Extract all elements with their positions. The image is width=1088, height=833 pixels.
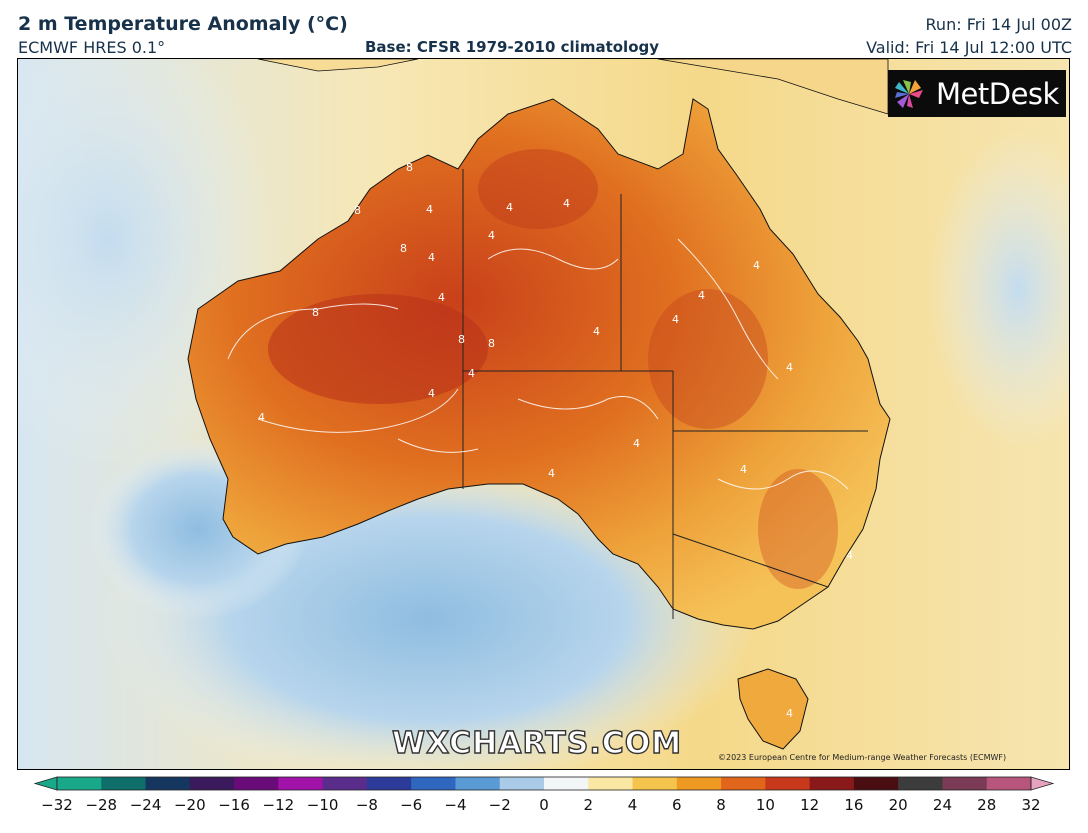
australia-landmass xyxy=(187,98,891,630)
contour-label: 4 xyxy=(428,251,435,264)
hot-core-north xyxy=(478,149,598,229)
colorbar-tick-label: −12 xyxy=(262,796,295,814)
contour-label: 4 xyxy=(438,291,445,304)
colorbar-tick-label: −4 xyxy=(444,796,467,814)
colorbar-tick-label: −32 xyxy=(41,796,73,814)
contour-label: 4 xyxy=(753,259,760,272)
contour-label: 4 xyxy=(846,549,853,562)
colorbar-segment xyxy=(499,777,545,790)
colorbar-tick-label: −8 xyxy=(355,796,378,814)
colorbar-tick-label: 2 xyxy=(583,796,594,814)
colorbar-tick-label: 12 xyxy=(800,796,820,814)
colorbar-tick-label: −24 xyxy=(129,796,162,814)
colorbar-outline xyxy=(56,776,1032,791)
colorbar-segment xyxy=(721,777,766,790)
contour-label: 8 xyxy=(488,337,495,350)
colorbar-tick-label: −10 xyxy=(306,796,339,814)
climatology-base: Base: CFSR 1979-2010 climatology xyxy=(365,38,660,56)
colorbar-tick-label: 4 xyxy=(627,796,638,814)
colorbar-segment xyxy=(366,777,412,790)
colorbar-tick-label: −20 xyxy=(173,796,206,814)
colorbar-tick-label: 6 xyxy=(672,796,682,814)
metdesk-logo: MetDesk xyxy=(888,70,1066,117)
colorbar-tick-label: −2 xyxy=(488,796,511,814)
colorbar-segment xyxy=(588,777,634,790)
contour-label: 4 xyxy=(672,313,679,326)
contour-label: 4 xyxy=(698,289,705,302)
colorbar-segment xyxy=(145,777,191,790)
colorbar-segment xyxy=(101,777,147,790)
wxcharts-watermark: WXCHARTS.COM xyxy=(391,725,683,761)
colorbar-max-arrow xyxy=(1030,776,1055,791)
contour-label: 4 xyxy=(740,463,747,476)
colorbar-segment xyxy=(632,777,678,790)
colorbar-tick-label: −16 xyxy=(218,796,250,814)
colorbar-tick-label: 32 xyxy=(1021,796,1041,814)
contour-label: 8 xyxy=(458,333,465,346)
colorbar-tick-label: 16 xyxy=(844,796,864,814)
cool-anomaly-east xyxy=(928,129,1069,449)
colorbar-tick-label: 0 xyxy=(539,796,549,814)
map-title: 2 m Temperature Anomaly (°C) xyxy=(18,13,348,35)
contour-label: 4 xyxy=(593,325,600,338)
contour-label: 4 xyxy=(468,367,475,380)
contour-label: 4 xyxy=(488,229,495,242)
colorbar-segment xyxy=(898,777,943,790)
colorbar-segment xyxy=(853,777,899,790)
model-name: ECMWF HRES 0.1° xyxy=(18,38,166,57)
contour-label: 4 xyxy=(428,387,435,400)
tasmania-landmass xyxy=(737,668,809,750)
colorbar-segment xyxy=(234,777,279,790)
colorbar-segment xyxy=(411,777,456,790)
contour-label: 8 xyxy=(354,204,361,217)
colorbar-tick-label: 10 xyxy=(755,796,775,814)
contour-label: 4 xyxy=(563,197,570,210)
colorbar-tick-label: −28 xyxy=(85,796,118,814)
colorbar-segment xyxy=(676,777,722,790)
colorbar-tick-label: 24 xyxy=(932,796,952,814)
map-panel[interactable]: 8 8 8 8 8 8 4 4 4 4 4 4 4 4 4 4 4 4 4 4 … xyxy=(17,58,1070,770)
contour-label: 8 xyxy=(406,161,413,174)
anomaly-map: 8 8 8 8 8 8 4 4 4 4 4 4 4 4 4 4 4 4 4 4 … xyxy=(18,59,1069,769)
colorbar-segment xyxy=(809,777,855,790)
contour-label: 4 xyxy=(506,201,513,214)
colorbar-segment xyxy=(765,777,811,790)
colorbar-segment xyxy=(942,777,988,790)
colorbar: −32 −28 −24 −20 −16 −12 −10 −8 −6 −4 −2 0 2 4 6 8 10 12 16… xyxy=(33,774,1055,814)
valid-time: Valid: Fri 14 Jul 12:00 UTC xyxy=(866,38,1072,57)
contour-label: 8 xyxy=(400,242,407,255)
hot-core-west xyxy=(268,294,488,404)
colorbar-segment xyxy=(544,777,589,790)
hot-core-east xyxy=(648,289,768,429)
colorbar-segment xyxy=(57,777,102,790)
contour-label: 8 xyxy=(312,306,319,319)
contour-label: 4 xyxy=(633,437,640,450)
colorbar-tick-label: 20 xyxy=(888,796,908,814)
contour-label: 4 xyxy=(548,467,555,480)
colorbar-tick-label: −6 xyxy=(400,796,423,814)
colorbar-segment xyxy=(986,777,1032,790)
contour-label-group: 8 8 8 8 8 8 4 4 4 4 4 4 4 4 4 4 4 4 4 4 … xyxy=(258,161,853,720)
ecmwf-copyright: ©2023 European Centre for Medium-range W… xyxy=(718,753,1007,762)
contour-lines xyxy=(227,238,849,490)
colorbar-tick-label: 28 xyxy=(977,796,997,814)
colorbar-tick-label: 8 xyxy=(716,796,726,814)
new-guinea-coast xyxy=(657,59,889,115)
hot-core-southeast xyxy=(758,469,838,589)
colorbar-segment xyxy=(278,777,324,790)
indonesia-islands xyxy=(257,59,419,72)
contour-label: 4 xyxy=(786,707,793,720)
contour-label: 4 xyxy=(426,203,433,216)
metdesk-pinwheel-icon xyxy=(895,79,923,108)
colorbar-scale xyxy=(33,776,1055,791)
state-borders xyxy=(462,169,868,619)
contour-label: 4 xyxy=(258,411,265,424)
metdesk-wordmark: MetDesk xyxy=(936,76,1059,111)
colorbar-min-arrow xyxy=(33,776,58,791)
colorbar-segment xyxy=(322,777,368,790)
run-time: Run: Fri 14 Jul 00Z xyxy=(925,15,1072,34)
colorbar-segment xyxy=(455,777,501,790)
contour-label: 4 xyxy=(786,361,793,374)
colorbar-segment xyxy=(189,777,235,790)
